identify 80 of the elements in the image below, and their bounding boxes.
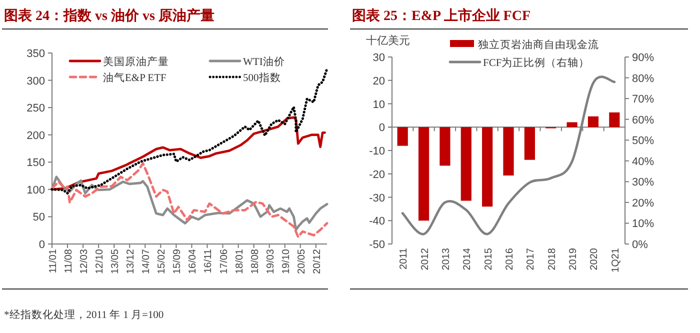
chart-title: 图表 24：指数 vs 油价 vs 原油产量 xyxy=(4,7,214,24)
y-tick-label: 100 xyxy=(26,184,45,196)
legend-label: 美国原油产量 xyxy=(103,55,169,68)
y2-tick-label: 0% xyxy=(632,239,648,251)
bar xyxy=(482,127,493,207)
y-tick-label: 250 xyxy=(26,102,45,115)
bar xyxy=(460,127,472,201)
bar xyxy=(609,112,620,128)
x-tick-label: 2020 xyxy=(589,248,600,270)
x-tick-label: 2015 xyxy=(483,248,494,270)
y2-tick-label: 50% xyxy=(632,135,654,148)
x-tick-label: 20/05 xyxy=(296,248,308,274)
x-tick-label: 2017 xyxy=(526,248,537,270)
bar xyxy=(524,127,535,160)
y-tick-label: 200 xyxy=(26,130,45,142)
x-tick-label: 13/12 xyxy=(126,248,137,274)
x-tick-label: 12/03 xyxy=(79,248,90,274)
x-tick-label: 20/12 xyxy=(312,248,323,274)
x-tick-label: 2018 xyxy=(546,248,558,270)
x-tick-label: 15/09 xyxy=(172,248,184,274)
bar xyxy=(418,127,430,221)
y-tick-label: 0 xyxy=(378,122,385,134)
chart-title: 图表 25：E&P 上市企业 FCF xyxy=(352,7,530,24)
x-tick-label: 19/03 xyxy=(265,248,276,274)
x-tick-label: 14/07 xyxy=(141,248,152,274)
y-tick-label: 300 xyxy=(26,75,45,88)
text: *经指数化处理，2011 年 1 月=100 xyxy=(4,308,164,321)
x-tick-label: 18/08 xyxy=(250,248,261,274)
y-tick-label: -50 xyxy=(369,239,385,251)
x-tick-label: 11/08 xyxy=(64,248,75,274)
x-tick-label: 19/10 xyxy=(280,248,292,274)
x-tick-label: 16/04 xyxy=(188,248,199,274)
x-tick-label: 17/06 xyxy=(218,248,230,274)
x-tick-label: 15/02 xyxy=(156,248,168,274)
y2-tick-label: 40% xyxy=(632,156,654,168)
x-tick-label: 11/01 xyxy=(48,248,59,274)
legend-label: WTI油价 xyxy=(243,55,285,68)
line-series xyxy=(50,176,328,232)
line-series xyxy=(50,68,328,195)
y2-tick-label: 30% xyxy=(632,176,654,189)
y-tick-label: 10 xyxy=(372,98,385,111)
legend-label: FCF为正比例（右轴） xyxy=(483,56,590,69)
bar xyxy=(566,122,578,128)
y-axis-title: 十亿美元 xyxy=(366,34,410,47)
y2-tick-label: 20% xyxy=(632,197,654,210)
x-tick-label: 12/10 xyxy=(94,248,106,274)
line-series xyxy=(50,162,328,238)
x-tick-label: 2012 xyxy=(420,248,431,270)
y-tick-label: 0 xyxy=(38,239,45,251)
y-tick-label: -20 xyxy=(369,168,385,181)
y2-tick-label: 80% xyxy=(632,72,654,85)
x-tick-label: 2011 xyxy=(398,248,410,270)
x-tick-label: 2014 xyxy=(462,248,474,270)
bar xyxy=(440,127,450,166)
y-tick-label: -40 xyxy=(369,216,385,228)
legend-label: 油气E&P ETF xyxy=(103,71,166,84)
legend-label: 独立页岩油商自由现金流 xyxy=(478,38,599,51)
x-tick-label: 2013 xyxy=(440,248,452,270)
bar xyxy=(397,127,408,146)
y2-tick-label: 10% xyxy=(632,218,654,230)
x-tick-label: 1Q21 xyxy=(610,248,622,272)
y-tick-label: 150 xyxy=(26,157,45,170)
y2-tick-label: 90% xyxy=(632,52,654,64)
y2-tick-label: 70% xyxy=(632,94,654,106)
y-tick-label: -30 xyxy=(369,192,385,204)
y2-tick-label: 60% xyxy=(632,114,654,126)
y-tick-label: -10 xyxy=(369,146,385,158)
y-tick-label: 20 xyxy=(372,75,385,88)
x-tick-label: 18/01 xyxy=(234,248,246,274)
x-tick-label: 16/11 xyxy=(203,248,214,274)
y-tick-label: 350 xyxy=(26,48,45,60)
y-tick-label: 50 xyxy=(32,212,45,224)
legend-label: 500指数 xyxy=(243,72,281,84)
x-tick-label: 2019 xyxy=(568,248,580,270)
bar xyxy=(503,127,514,176)
y-tick-label: 30 xyxy=(372,52,385,64)
line-series xyxy=(50,116,326,191)
x-tick-label: 13/05 xyxy=(110,248,122,274)
x-tick-label: 2016 xyxy=(504,248,516,270)
bar xyxy=(588,116,599,128)
